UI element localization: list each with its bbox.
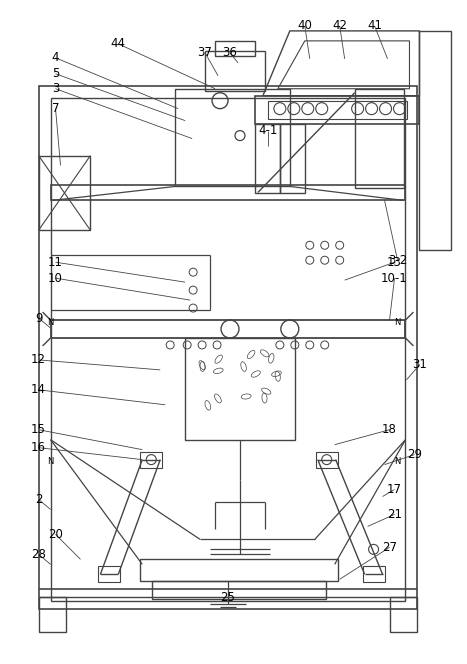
Bar <box>362 566 384 582</box>
Bar <box>354 89 404 189</box>
Text: 28: 28 <box>31 548 46 561</box>
Bar <box>39 86 417 609</box>
Bar <box>50 320 405 338</box>
Bar <box>316 452 338 467</box>
Text: 13: 13 <box>387 256 402 269</box>
Text: 11: 11 <box>48 256 63 269</box>
Text: 21: 21 <box>387 508 402 521</box>
Bar <box>255 124 280 193</box>
Bar <box>50 185 405 201</box>
Bar <box>215 41 255 56</box>
Text: 27: 27 <box>382 541 397 554</box>
Text: 4-1: 4-1 <box>258 124 277 137</box>
Text: 3: 3 <box>52 82 59 95</box>
Text: 20: 20 <box>48 528 63 541</box>
Text: 18: 18 <box>382 423 397 436</box>
Text: 29: 29 <box>407 448 422 461</box>
Bar <box>389 597 417 632</box>
Bar <box>185 338 295 440</box>
Text: N: N <box>394 457 401 466</box>
Text: 17: 17 <box>387 483 402 496</box>
Bar <box>39 155 91 230</box>
Text: 31: 31 <box>412 359 427 371</box>
Text: 3-2: 3-2 <box>388 254 407 267</box>
Bar <box>39 597 66 632</box>
Bar <box>152 581 325 599</box>
Text: 10-1: 10-1 <box>381 272 408 285</box>
Text: 14: 14 <box>31 383 46 396</box>
Text: 41: 41 <box>367 19 382 33</box>
Bar <box>255 96 419 124</box>
Bar <box>50 98 405 601</box>
Bar <box>280 124 305 193</box>
Text: 4: 4 <box>52 51 59 64</box>
Text: 37: 37 <box>198 46 212 59</box>
Text: 10: 10 <box>48 272 63 285</box>
Text: 15: 15 <box>31 423 46 436</box>
Bar <box>99 566 120 582</box>
Text: N: N <box>47 457 54 466</box>
Bar <box>140 452 162 467</box>
Bar <box>268 101 408 119</box>
Text: 40: 40 <box>297 19 312 33</box>
Text: N: N <box>394 317 401 327</box>
Text: 44: 44 <box>111 37 126 50</box>
Text: 2: 2 <box>35 493 42 506</box>
Text: 42: 42 <box>332 19 347 33</box>
Text: 16: 16 <box>31 441 46 454</box>
Text: 36: 36 <box>223 46 237 59</box>
Bar <box>205 51 265 91</box>
Bar <box>175 89 290 187</box>
Text: 25: 25 <box>220 591 235 604</box>
Bar <box>419 31 451 250</box>
Text: 9: 9 <box>35 311 42 325</box>
Text: 7: 7 <box>52 102 59 115</box>
Bar <box>140 559 338 581</box>
Text: 12: 12 <box>31 353 46 367</box>
Text: 5: 5 <box>52 67 59 80</box>
Text: N: N <box>47 317 54 327</box>
